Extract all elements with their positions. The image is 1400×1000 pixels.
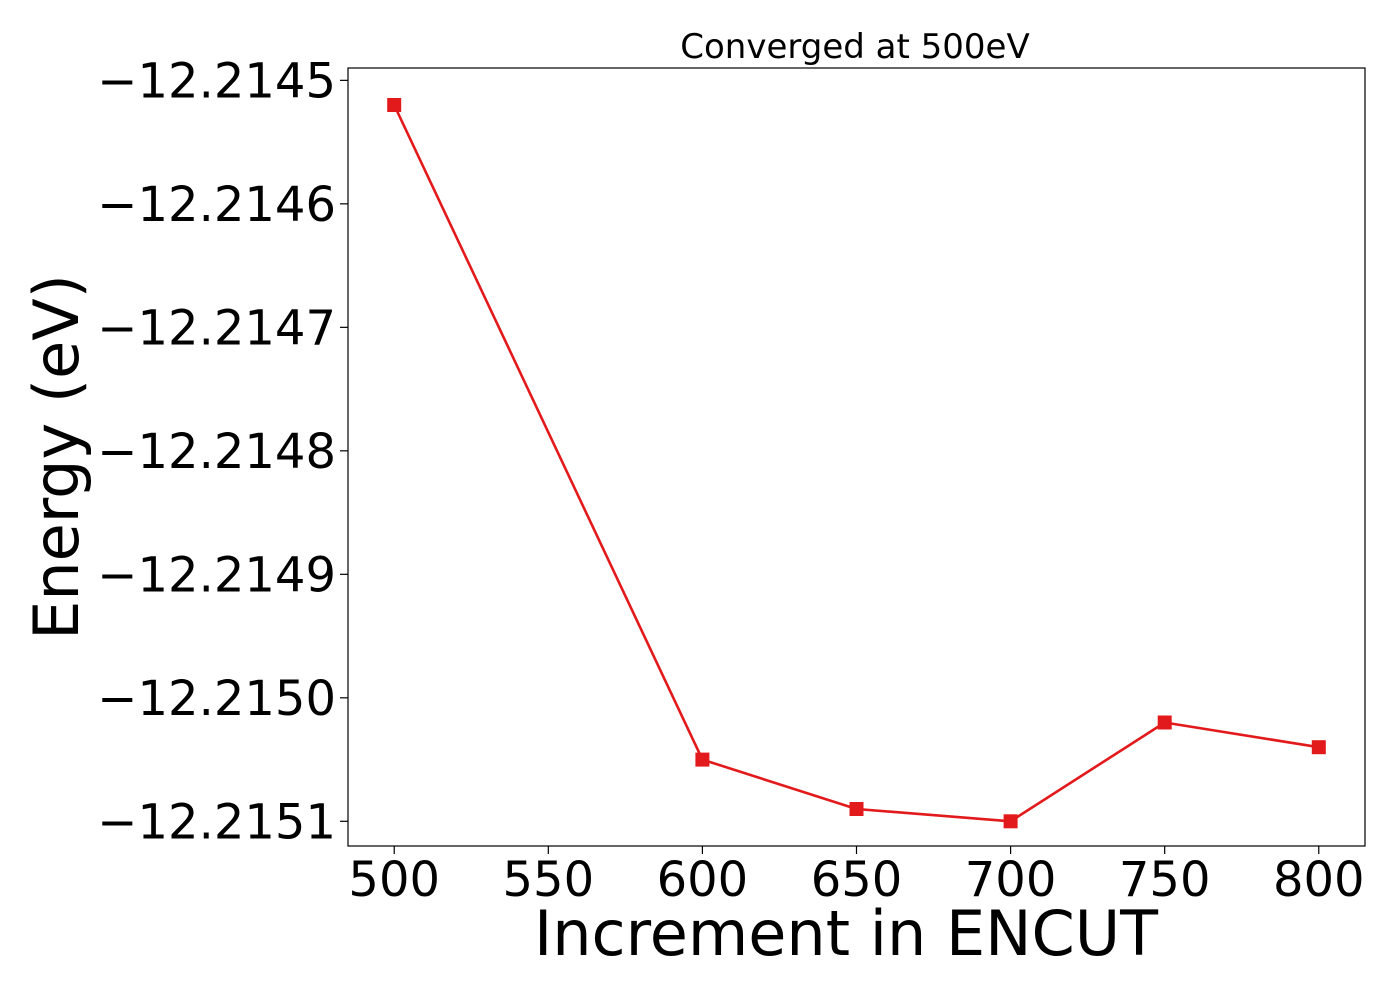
y-tick-label: −12.2145 xyxy=(97,53,336,109)
x-tick-label: 700 xyxy=(965,852,1057,908)
data-point-marker xyxy=(695,752,710,767)
y-tick-label: −12.2148 xyxy=(97,424,336,480)
data-point-marker xyxy=(387,98,402,112)
x-tick-label: 750 xyxy=(1119,852,1211,908)
y-tick-label: −12.2149 xyxy=(97,547,336,603)
y-axis-title: Energy (eV) xyxy=(20,274,93,640)
x-tick-label: 550 xyxy=(503,852,595,908)
y-tick-label: −12.2147 xyxy=(97,300,336,356)
series-line xyxy=(393,104,1320,823)
y-tick-label: −12.2151 xyxy=(97,794,336,850)
x-tick-label: 600 xyxy=(657,852,749,908)
data-point-marker xyxy=(1157,715,1172,730)
data-point-marker xyxy=(849,802,864,816)
x-tick-label: 650 xyxy=(811,852,903,908)
y-tick-label: −12.2150 xyxy=(97,671,336,727)
plot-area: 500 550 600 650 700 750 800 −12.2145 −12.2146 −12… xyxy=(97,53,1366,908)
x-tick-label: 800 xyxy=(1273,852,1365,908)
chart-title: Converged at 500eV xyxy=(680,27,1029,67)
y-tick-label: −12.2146 xyxy=(97,177,336,233)
data-point-marker xyxy=(1311,740,1326,755)
data-point-marker xyxy=(1003,814,1018,829)
x-axis-title: Increment in ENCUT xyxy=(534,897,1159,970)
x-tick-label: 500 xyxy=(348,852,440,908)
